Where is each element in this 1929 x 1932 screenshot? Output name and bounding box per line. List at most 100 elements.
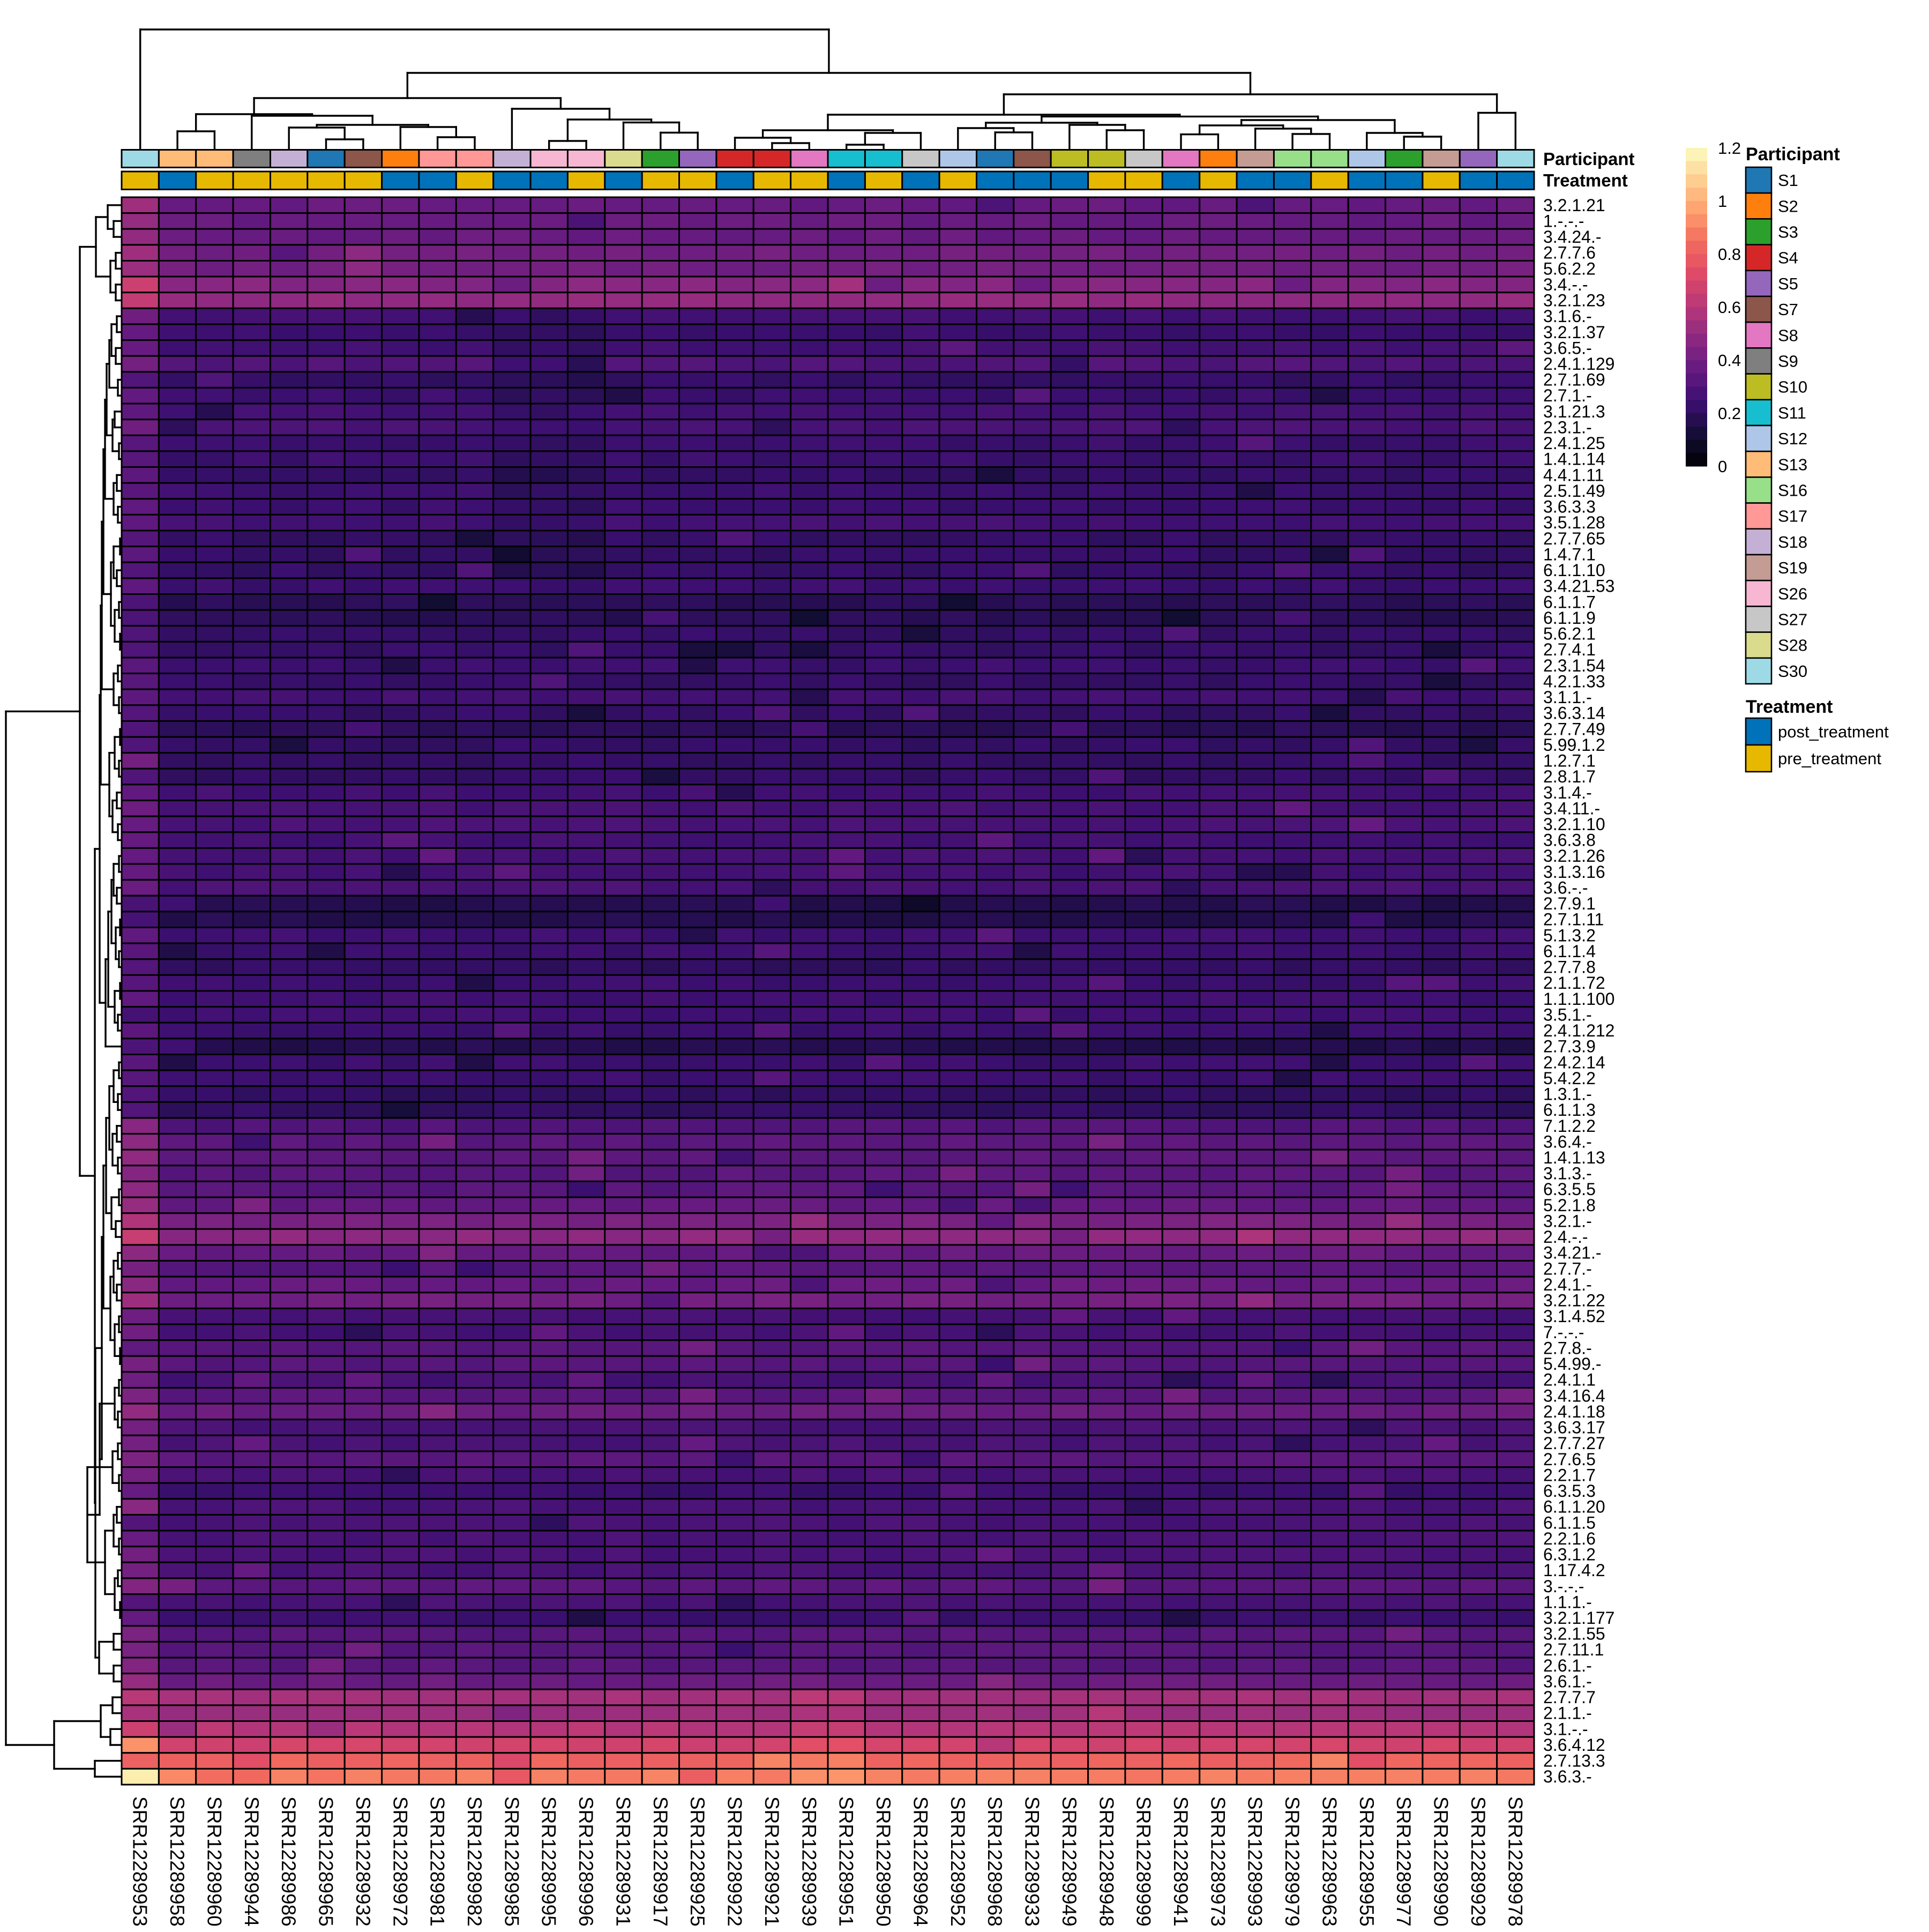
svg-text:3.2.1.55: 3.2.1.55	[1543, 1624, 1605, 1644]
svg-text:SRR12289944: SRR12289944	[241, 1796, 263, 1927]
svg-text:3.1.3.-: 3.1.3.-	[1543, 1164, 1592, 1183]
svg-text:2.7.13.3: 2.7.13.3	[1543, 1751, 1605, 1771]
svg-text:2.7.7.27: 2.7.7.27	[1543, 1434, 1605, 1453]
svg-text:7.1.2.2: 7.1.2.2	[1543, 1116, 1596, 1136]
svg-text:S18: S18	[1778, 533, 1807, 551]
svg-text:2.3.1.-: 2.3.1.-	[1543, 418, 1592, 437]
svg-text:3.2.1.10: 3.2.1.10	[1543, 815, 1605, 834]
svg-text:S16: S16	[1778, 481, 1807, 500]
svg-text:5.1.3.2: 5.1.3.2	[1543, 926, 1596, 945]
svg-text:3.1.-.-: 3.1.-.-	[1543, 1719, 1588, 1739]
svg-text:6.3.5.3: 6.3.5.3	[1543, 1481, 1596, 1501]
svg-text:S5: S5	[1778, 274, 1798, 293]
svg-text:3.6.4.12: 3.6.4.12	[1543, 1735, 1605, 1755]
svg-text:S4: S4	[1778, 249, 1798, 267]
svg-text:2.7.3.9: 2.7.3.9	[1543, 1037, 1596, 1056]
svg-text:2.4.1.18: 2.4.1.18	[1543, 1402, 1605, 1421]
svg-text:S30: S30	[1778, 662, 1807, 681]
svg-text:3.4.16.4: 3.4.16.4	[1543, 1386, 1605, 1405]
svg-text:S17: S17	[1778, 507, 1807, 526]
svg-text:SRR12289996: SRR12289996	[575, 1796, 597, 1927]
svg-text:5.4.2.2: 5.4.2.2	[1543, 1069, 1596, 1088]
svg-text:1.1.1.100: 1.1.1.100	[1543, 989, 1614, 1009]
svg-text:SRR12289921: SRR12289921	[761, 1796, 783, 1927]
svg-text:1.2.7.1: 1.2.7.1	[1543, 751, 1596, 771]
svg-text:2.1.1.72: 2.1.1.72	[1543, 973, 1605, 993]
svg-text:S2: S2	[1778, 197, 1798, 215]
svg-text:5.6.2.2: 5.6.2.2	[1543, 259, 1596, 278]
svg-text:3.1.6.-: 3.1.6.-	[1543, 307, 1592, 326]
svg-text:2.7.8.-: 2.7.8.-	[1543, 1339, 1592, 1358]
svg-text:0.4: 0.4	[1718, 351, 1741, 370]
svg-text:2.4.2.14: 2.4.2.14	[1543, 1053, 1605, 1072]
svg-text:2.7.7.65: 2.7.7.65	[1543, 529, 1605, 548]
svg-text:S3: S3	[1778, 223, 1798, 242]
svg-text:S7: S7	[1778, 300, 1798, 319]
svg-text:3.6.3.3: 3.6.3.3	[1543, 497, 1596, 517]
svg-text:5.6.2.1: 5.6.2.1	[1543, 624, 1596, 644]
svg-text:2.7.1.69: 2.7.1.69	[1543, 370, 1605, 390]
svg-text:post_treatment: post_treatment	[1778, 722, 1889, 741]
svg-text:6.1.1.20: 6.1.1.20	[1543, 1497, 1605, 1517]
svg-text:2.5.1.49: 2.5.1.49	[1543, 481, 1605, 501]
svg-text:SRR12289993: SRR12289993	[1244, 1796, 1266, 1927]
svg-text:6.3.1.2: 6.3.1.2	[1543, 1545, 1596, 1564]
svg-text:3.2.1.21: 3.2.1.21	[1543, 196, 1605, 215]
svg-text:3.2.1.37: 3.2.1.37	[1543, 323, 1605, 342]
svg-text:3.6.3.17: 3.6.3.17	[1543, 1418, 1605, 1437]
svg-text:S28: S28	[1778, 636, 1807, 655]
svg-text:5.99.1.2: 5.99.1.2	[1543, 735, 1605, 755]
svg-text:3.5.1.-: 3.5.1.-	[1543, 1005, 1592, 1024]
svg-text:3.2.1.26: 3.2.1.26	[1543, 846, 1605, 866]
svg-text:1: 1	[1718, 192, 1727, 211]
svg-text:4.2.1.33: 4.2.1.33	[1543, 672, 1605, 691]
svg-text:3.1.21.3: 3.1.21.3	[1543, 402, 1605, 421]
svg-text:SRR12289953: SRR12289953	[129, 1796, 151, 1927]
svg-text:4.4.1.11: 4.4.1.11	[1543, 465, 1604, 484]
svg-text:0.2: 0.2	[1718, 404, 1741, 423]
svg-text:2.7.9.1: 2.7.9.1	[1543, 894, 1596, 913]
svg-text:0.8: 0.8	[1718, 245, 1741, 264]
svg-text:SRR12289990: SRR12289990	[1430, 1796, 1452, 1927]
svg-text:3.6.1.-: 3.6.1.-	[1543, 1672, 1592, 1691]
svg-text:6.1.1.9: 6.1.1.9	[1543, 608, 1596, 628]
svg-text:3.4.24.-: 3.4.24.-	[1543, 227, 1602, 247]
svg-text:SRR12289948: SRR12289948	[1095, 1796, 1117, 1927]
svg-text:2.8.1.7: 2.8.1.7	[1543, 767, 1596, 786]
svg-text:S10: S10	[1778, 378, 1807, 397]
svg-text:SRR12289931: SRR12289931	[612, 1796, 634, 1927]
svg-text:SRR12289965: SRR12289965	[315, 1796, 337, 1927]
svg-text:3.2.1.-: 3.2.1.-	[1543, 1212, 1592, 1231]
svg-text:Treatment: Treatment	[1543, 170, 1628, 190]
svg-text:2.4.1.212: 2.4.1.212	[1543, 1021, 1614, 1040]
svg-text:2.4.1.1: 2.4.1.1	[1543, 1370, 1596, 1390]
svg-text:0.6: 0.6	[1718, 298, 1741, 317]
svg-text:1.1.1.-: 1.1.1.-	[1543, 1592, 1592, 1612]
svg-text:3.2.1.23: 3.2.1.23	[1543, 291, 1605, 310]
svg-text:6.1.1.7: 6.1.1.7	[1543, 592, 1596, 611]
svg-text:6.1.1.4: 6.1.1.4	[1543, 942, 1596, 961]
svg-text:SRR12289955: SRR12289955	[1356, 1796, 1378, 1927]
svg-text:2.2.1.7: 2.2.1.7	[1543, 1465, 1596, 1485]
svg-text:3.1.3.16: 3.1.3.16	[1543, 862, 1605, 882]
svg-text:SRR12289925: SRR12289925	[686, 1796, 708, 1927]
svg-text:6.1.1.3: 6.1.1.3	[1543, 1100, 1596, 1120]
svg-text:SRR12289982: SRR12289982	[463, 1796, 485, 1927]
svg-text:S12: S12	[1778, 429, 1807, 448]
svg-text:3.-.-.-: 3.-.-.-	[1543, 1577, 1584, 1596]
svg-text:2.7.7.7: 2.7.7.7	[1543, 1688, 1596, 1707]
svg-text:5.4.99.-: 5.4.99.-	[1543, 1354, 1602, 1374]
svg-text:2.7.6.5: 2.7.6.5	[1543, 1450, 1596, 1469]
svg-text:2.7.7.6: 2.7.7.6	[1543, 243, 1596, 263]
svg-text:1.2: 1.2	[1718, 139, 1741, 158]
svg-text:1.3.1.-: 1.3.1.-	[1543, 1085, 1592, 1104]
svg-text:SRR12289978: SRR12289978	[1504, 1796, 1526, 1927]
svg-text:Participant: Participant	[1746, 144, 1840, 165]
svg-text:S9: S9	[1778, 352, 1798, 371]
svg-text:SRR12289972: SRR12289972	[389, 1796, 411, 1927]
svg-text:SRR12289960: SRR12289960	[203, 1796, 225, 1927]
svg-text:pre_treatment: pre_treatment	[1778, 749, 1881, 768]
svg-text:2.3.1.54: 2.3.1.54	[1543, 656, 1605, 675]
svg-text:SRR12289952: SRR12289952	[947, 1796, 969, 1927]
svg-text:5.2.1.8: 5.2.1.8	[1543, 1196, 1596, 1215]
